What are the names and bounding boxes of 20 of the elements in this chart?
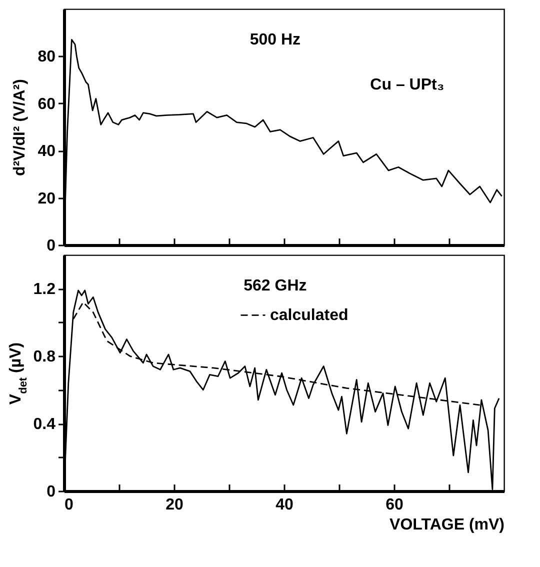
y-tick-label: 0.8 [33,348,56,366]
y-tick-label: 0 [46,238,56,254]
y-tick-label: 80 [38,48,56,66]
annotation: 500 Hz [250,32,301,49]
y-tick-label: 60 [38,96,56,113]
x-axis-title: VOLTAGE (mV) [390,516,504,534]
y-tick-label: 20 [38,190,56,208]
x-tick-label: 20 [166,496,184,514]
y-tick-label: 0.4 [33,416,56,434]
line-series [72,302,480,406]
y-axis-title: d²V/dI² (V/A²) [12,79,29,176]
y-tick-label: 40 [38,143,56,160]
annotation: 562 GHz [244,278,307,295]
legend-label: calculated [270,307,348,324]
x-tick-label: 0 [64,496,74,514]
annotation: Cu – UPt₃ [370,76,444,94]
y-tick-label: 0 [46,484,56,500]
x-tick-label: 60 [386,496,404,514]
x-tick-label: 40 [276,496,294,514]
y-tick-label: 1.2 [33,281,56,298]
